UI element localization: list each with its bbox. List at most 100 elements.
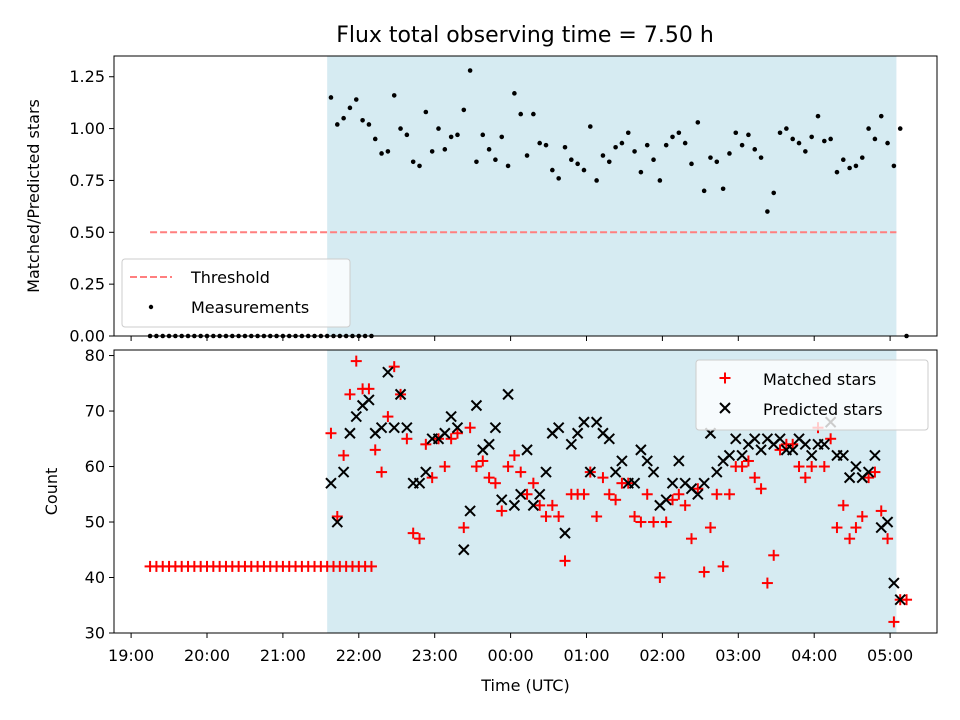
matched-point bbox=[660, 516, 672, 528]
matched-point bbox=[527, 477, 539, 489]
predicted-point bbox=[881, 516, 894, 528]
matched-point bbox=[483, 472, 495, 484]
x-stroke-b bbox=[363, 394, 375, 406]
matched-point bbox=[901, 594, 913, 606]
matched-point bbox=[850, 522, 862, 534]
matched-point bbox=[673, 488, 685, 500]
measurement-point bbox=[575, 161, 580, 167]
measurement-point bbox=[701, 188, 707, 194]
matched-point bbox=[679, 499, 691, 511]
x-stroke-b bbox=[571, 427, 584, 439]
legend-predicted-swatch bbox=[719, 402, 731, 414]
measurement-point bbox=[752, 147, 758, 152]
x-stroke-b bbox=[521, 444, 533, 456]
x-stroke-b bbox=[888, 577, 900, 589]
bottom-y-tick-label: 30 bbox=[85, 624, 105, 643]
measurement-point bbox=[480, 132, 486, 138]
predicted-point bbox=[774, 433, 786, 445]
measurement-point bbox=[455, 132, 460, 138]
measurement-point bbox=[410, 159, 416, 165]
measurement-point bbox=[328, 95, 334, 100]
predicted-point bbox=[439, 427, 451, 439]
predicted-point bbox=[660, 494, 672, 506]
matched-point bbox=[401, 433, 413, 445]
predicted-point bbox=[508, 499, 521, 512]
matched-point bbox=[742, 455, 754, 467]
predicted-point bbox=[578, 416, 590, 428]
matched-point bbox=[489, 477, 501, 489]
matched-point bbox=[799, 472, 811, 484]
measurement-point bbox=[632, 149, 637, 154]
predicted-point bbox=[869, 449, 881, 462]
measurement-point bbox=[379, 151, 384, 156]
matched-point bbox=[844, 533, 856, 545]
x-stroke-b bbox=[730, 433, 742, 445]
measurement-point bbox=[809, 134, 814, 140]
matched-point bbox=[610, 494, 622, 506]
predicted-point bbox=[552, 421, 565, 434]
measurement-point bbox=[714, 159, 720, 165]
x-stroke-b bbox=[559, 527, 571, 539]
measurement-point bbox=[587, 124, 593, 129]
matched-point bbox=[761, 577, 773, 589]
bottom-axis-ticks: 30 40 50 60 70 80 19:00 20:00 21:00 22:00 23:00 00:… bbox=[85, 346, 914, 665]
predicted-point bbox=[837, 449, 850, 462]
measurement-point bbox=[676, 130, 682, 136]
matched-point bbox=[363, 383, 375, 395]
top-y-tick-label: 1.00 bbox=[69, 119, 105, 138]
bottom-x-tick-label: 22:00 bbox=[336, 646, 382, 665]
x-stroke-b bbox=[502, 388, 514, 401]
x-stroke-b bbox=[894, 593, 906, 606]
matched-point bbox=[768, 549, 780, 561]
measurement-point bbox=[733, 130, 739, 136]
x-stroke-b bbox=[837, 449, 850, 462]
x-stroke-b bbox=[515, 488, 527, 500]
matched-point bbox=[350, 355, 362, 367]
predicted-point bbox=[344, 427, 356, 439]
x-axis-label: Time (UTC) bbox=[480, 676, 569, 695]
measurement-point bbox=[423, 109, 429, 115]
measurement-point bbox=[897, 126, 903, 131]
measurement-point bbox=[569, 157, 574, 163]
measurement-point bbox=[366, 122, 372, 127]
x-stroke-b bbox=[685, 483, 698, 495]
predicted-point bbox=[673, 455, 685, 467]
measurement-point bbox=[341, 115, 346, 121]
matched-point bbox=[774, 444, 786, 456]
legend-threshold-label: Threshold bbox=[190, 268, 270, 287]
predicted-point bbox=[470, 399, 483, 412]
measurement-point bbox=[372, 136, 378, 142]
measurement-point bbox=[385, 149, 391, 154]
x-stroke-b bbox=[325, 477, 337, 489]
legend-measurements-label: Measurements bbox=[191, 298, 309, 317]
measurement-point bbox=[467, 68, 473, 73]
x-stroke-b bbox=[736, 449, 748, 462]
predicted-point bbox=[692, 488, 704, 500]
measurement-point bbox=[822, 138, 827, 144]
x-stroke-b bbox=[540, 466, 552, 478]
predicted-point bbox=[850, 460, 862, 473]
measurement-point bbox=[758, 155, 764, 160]
bottom-count-points bbox=[144, 355, 913, 628]
x-stroke-b bbox=[331, 516, 344, 528]
matched-point bbox=[882, 533, 894, 545]
measurement-point bbox=[638, 169, 644, 175]
predicted-point bbox=[647, 466, 660, 478]
x-stroke-b bbox=[666, 477, 679, 489]
predicted-point bbox=[540, 466, 552, 478]
matched-point bbox=[635, 516, 647, 528]
matched-point bbox=[407, 527, 419, 539]
bottom-legend: Matched stars Predicted stars bbox=[695, 359, 929, 431]
matched-point bbox=[458, 522, 470, 534]
predicted-point bbox=[749, 433, 761, 445]
measurement-point bbox=[682, 140, 688, 146]
measurement-point bbox=[550, 167, 555, 173]
measurement-point bbox=[493, 157, 498, 163]
measurement-point bbox=[689, 161, 694, 167]
matched-point bbox=[546, 499, 558, 511]
bottom-legend-box bbox=[695, 359, 929, 431]
matched-point bbox=[806, 461, 818, 473]
matched-point bbox=[755, 483, 767, 495]
predicted-point bbox=[489, 421, 502, 434]
